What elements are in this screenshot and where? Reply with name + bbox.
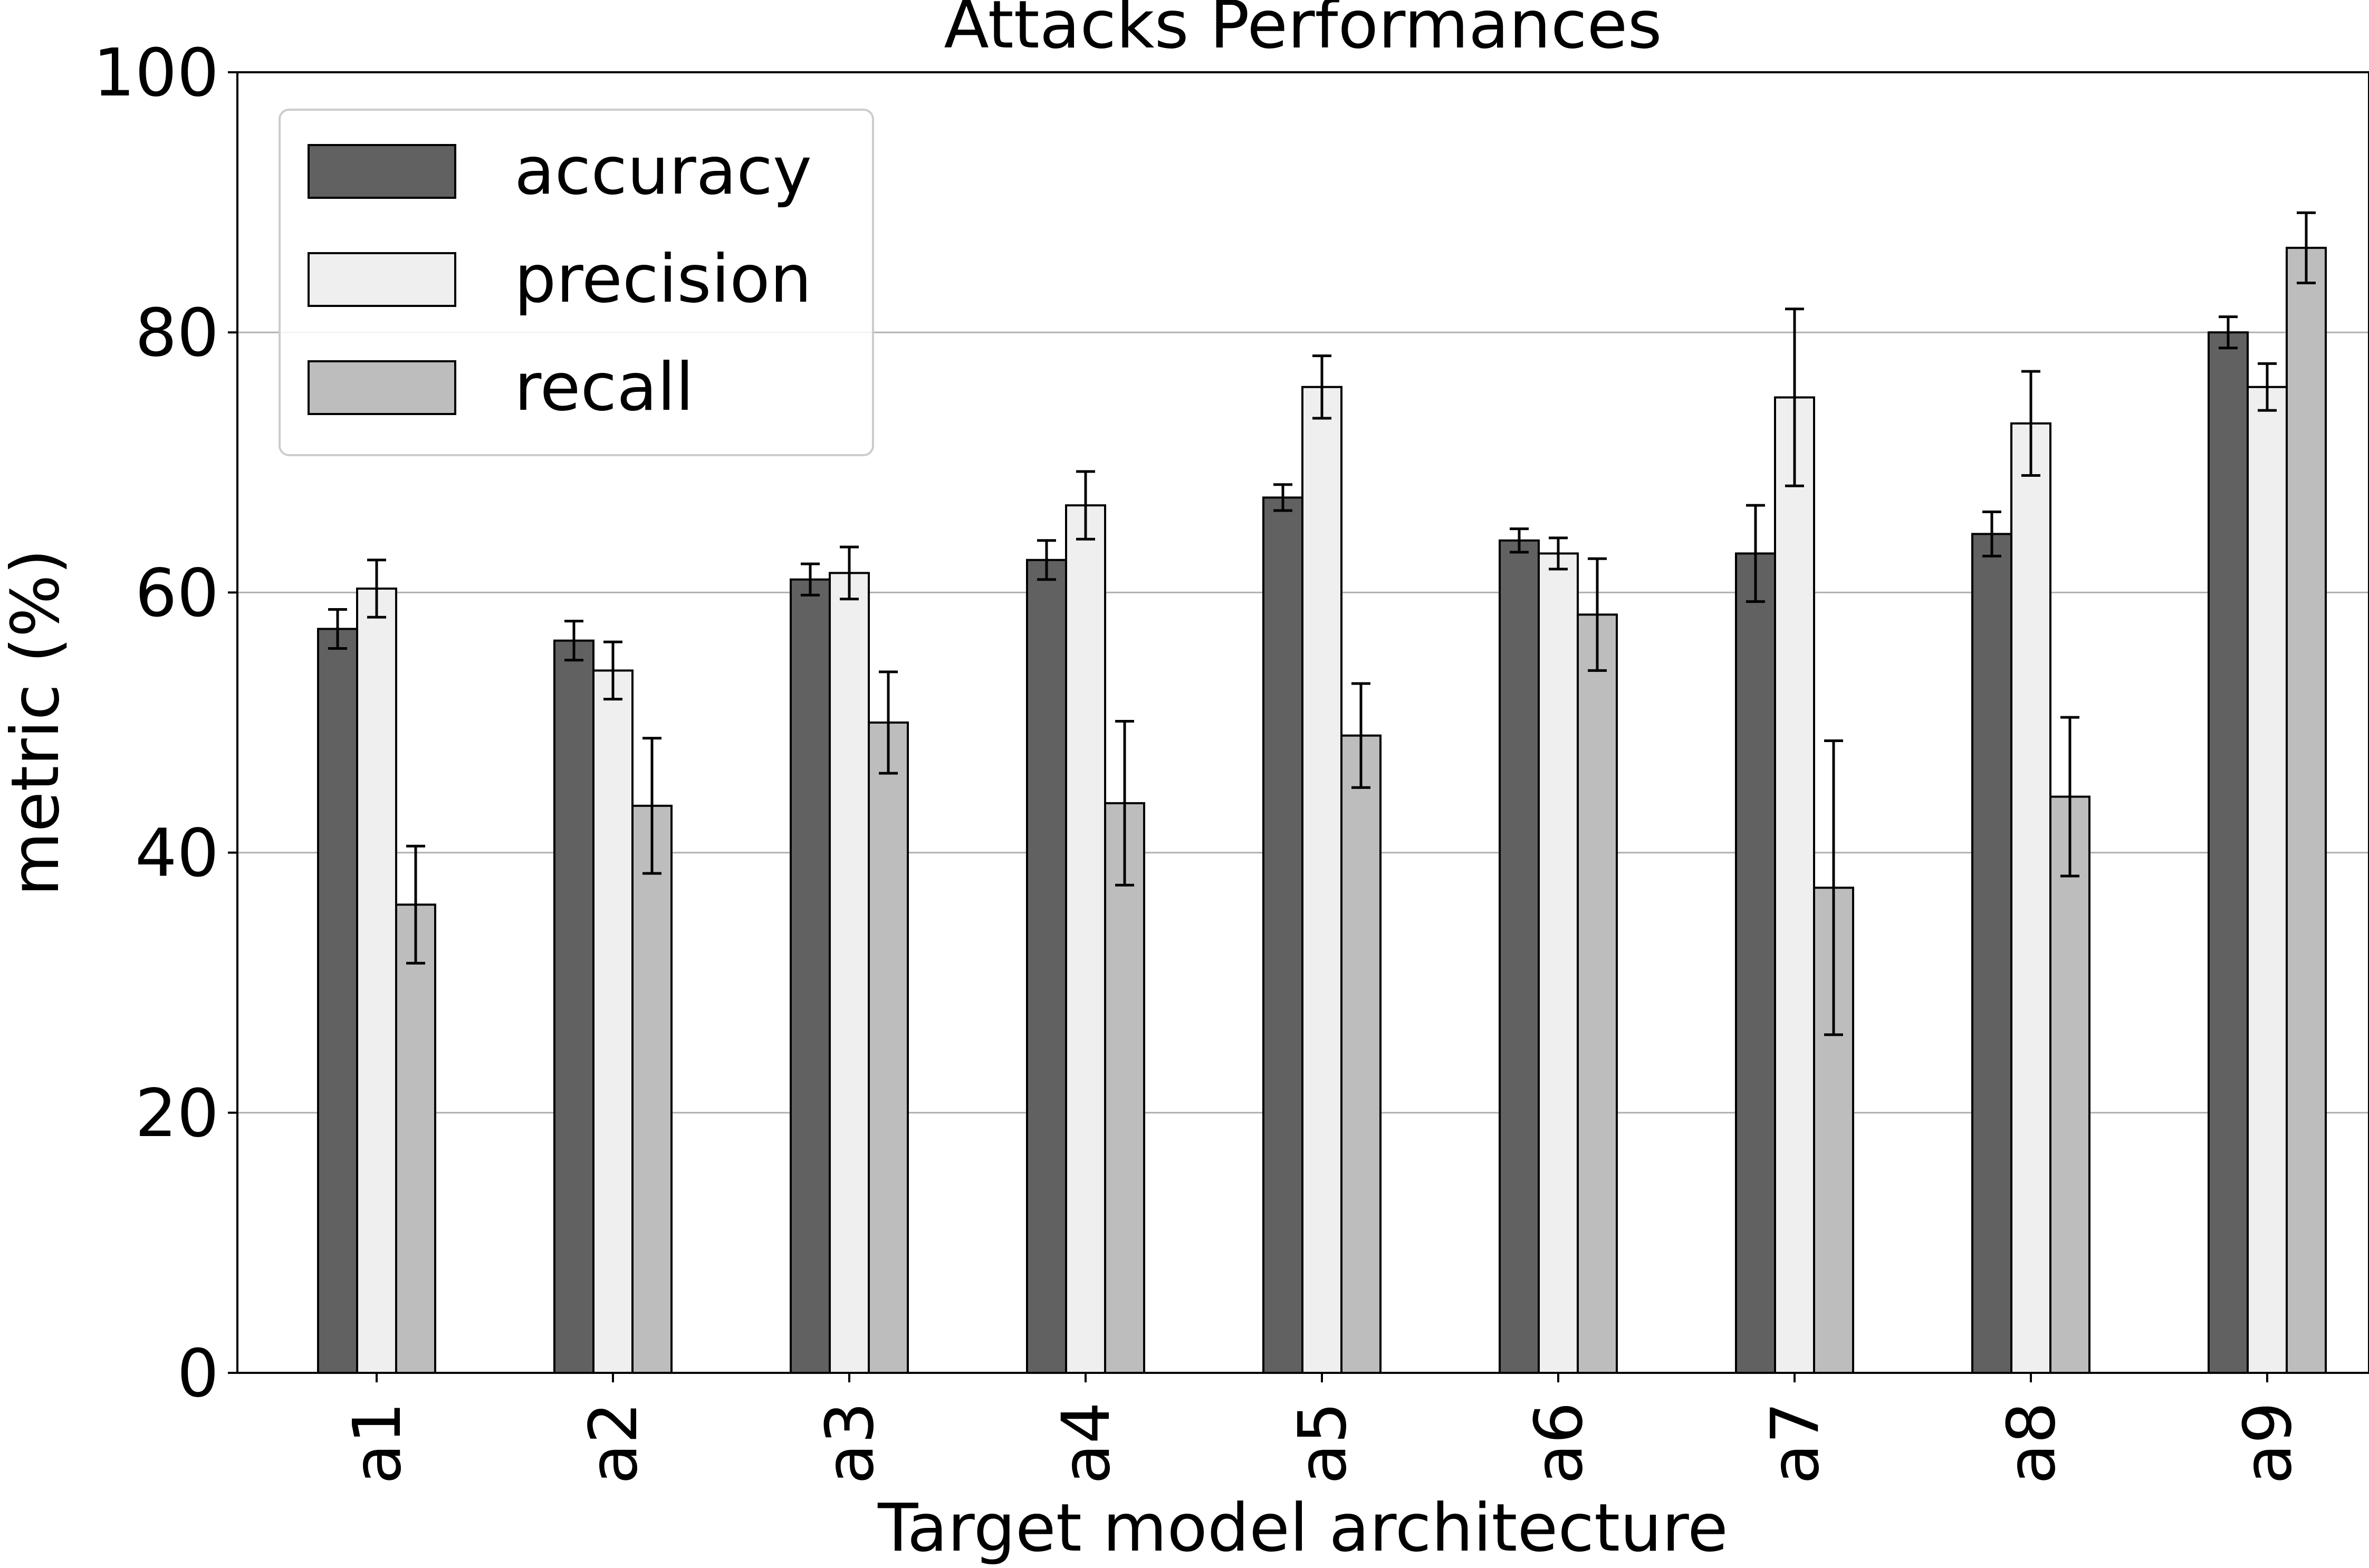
y-tick-label-0: 0	[177, 1335, 219, 1412]
legend-swatch-precision	[308, 252, 456, 307]
y-tick-label-100: 100	[93, 35, 219, 111]
error-bar-accuracy-a5	[1273, 483, 1292, 512]
bar-accuracy-a2	[553, 639, 594, 1374]
bar-precision-a8	[2010, 422, 2051, 1374]
legend-swatch-accuracy	[308, 144, 456, 199]
x-tick-label-a1: a1	[339, 1402, 416, 1484]
error-bar-accuracy-a6	[1510, 527, 1529, 554]
bar-accuracy-a4	[1026, 559, 1067, 1374]
bar-accuracy-a8	[1971, 533, 2012, 1374]
bar-accuracy-a1	[317, 628, 358, 1374]
bar-recall-a3	[868, 722, 909, 1374]
x-axis-ticks: a1 a2 a3 a4 a5 a6 a7 a8 a9	[339, 1373, 2306, 1484]
error-bar-recall-a7	[1824, 739, 1843, 1036]
error-bar-precision-a6	[1549, 536, 1568, 571]
y-axis-ticks: 0 20 40 60 80 100	[93, 35, 237, 1412]
bar-precision-a9	[2247, 386, 2288, 1374]
error-bar-precision-a7	[1785, 307, 1804, 487]
bar-accuracy-a5	[1262, 496, 1303, 1374]
error-bar-accuracy-a1	[328, 608, 347, 650]
chart-title: Attacks Performances	[944, 0, 1662, 63]
error-bar-precision-a3	[840, 545, 859, 601]
y-tick-label-80: 80	[135, 295, 219, 371]
error-bar-precision-a8	[2021, 370, 2040, 477]
error-bar-accuracy-a8	[1982, 511, 2001, 557]
bar-recall-a4	[1104, 802, 1145, 1374]
legend-label-precision: precision	[514, 241, 812, 318]
error-bar-recall-a9	[2297, 211, 2316, 284]
x-tick-label-a3: a3	[812, 1402, 888, 1484]
x-tick-label-a7: a7	[1757, 1402, 1834, 1484]
y-tick-label-20: 20	[135, 1075, 219, 1152]
x-tick-label-a6: a6	[1521, 1402, 1597, 1484]
error-bar-recall-a5	[1351, 682, 1370, 789]
x-tick-label-a4: a4	[1048, 1402, 1125, 1484]
error-bar-precision-a2	[603, 640, 622, 701]
error-bar-precision-a1	[367, 559, 386, 619]
error-bar-accuracy-a7	[1746, 504, 1765, 603]
bar-precision-a4	[1065, 504, 1106, 1374]
bar-accuracy-a7	[1735, 552, 1776, 1374]
x-tick-label-a8: a8	[1993, 1402, 2070, 1484]
bar-precision-a2	[592, 669, 634, 1374]
error-bar-recall-a3	[879, 670, 898, 775]
bar-precision-a1	[356, 588, 397, 1374]
plot-frame	[236, 71, 2369, 1374]
bar-recall-a1	[395, 903, 436, 1374]
x-tick-label-a9: a9	[2230, 1402, 2306, 1484]
x-tick-label-a2: a2	[576, 1402, 652, 1484]
legend-label-accuracy: accuracy	[514, 133, 812, 209]
bars	[317, 246, 2327, 1374]
error-bar-recall-a1	[406, 844, 425, 965]
x-axis-label: Target model architecture	[877, 1490, 1728, 1566]
error-bar-precision-a9	[2258, 362, 2277, 412]
bar-recall-a5	[1340, 734, 1382, 1374]
bar-recall-a2	[631, 804, 673, 1374]
error-bar-recall-a6	[1588, 557, 1607, 672]
legend-items: accuracy precision recall	[308, 133, 812, 426]
error-bar-accuracy-a2	[564, 620, 583, 662]
error-bar-recall-a2	[642, 737, 661, 875]
bar-precision-a7	[1774, 396, 1815, 1374]
bar-precision-a3	[829, 572, 870, 1374]
error-bars	[328, 211, 2316, 1036]
error-bar-accuracy-a4	[1037, 539, 1056, 581]
bar-recall-a9	[2286, 246, 2327, 1374]
bar-recall-a6	[1577, 613, 1618, 1374]
legend-label-recall: recall	[514, 349, 694, 426]
y-tick-label-60: 60	[135, 555, 219, 631]
x-tick-label-a5: a5	[1284, 1402, 1361, 1484]
y-axis-label: metric (%)	[0, 549, 74, 897]
error-bar-recall-a8	[2060, 716, 2079, 878]
bar-recall-a8	[2049, 795, 2090, 1374]
bar-accuracy-a3	[790, 578, 831, 1374]
error-bar-precision-a4	[1076, 470, 1095, 541]
legend: accuracy precision recall	[279, 109, 874, 456]
bar-accuracy-a9	[2208, 331, 2249, 1374]
bar-precision-a5	[1301, 386, 1342, 1374]
error-bar-recall-a4	[1115, 720, 1134, 887]
bar-precision-a6	[1538, 552, 1579, 1374]
error-bar-accuracy-a3	[801, 562, 820, 597]
error-bar-accuracy-a9	[2219, 315, 2238, 350]
y-tick-label-40: 40	[135, 815, 219, 892]
error-bar-precision-a5	[1312, 354, 1331, 420]
bar-accuracy-a6	[1499, 539, 1540, 1374]
legend-swatch-recall	[308, 360, 456, 415]
